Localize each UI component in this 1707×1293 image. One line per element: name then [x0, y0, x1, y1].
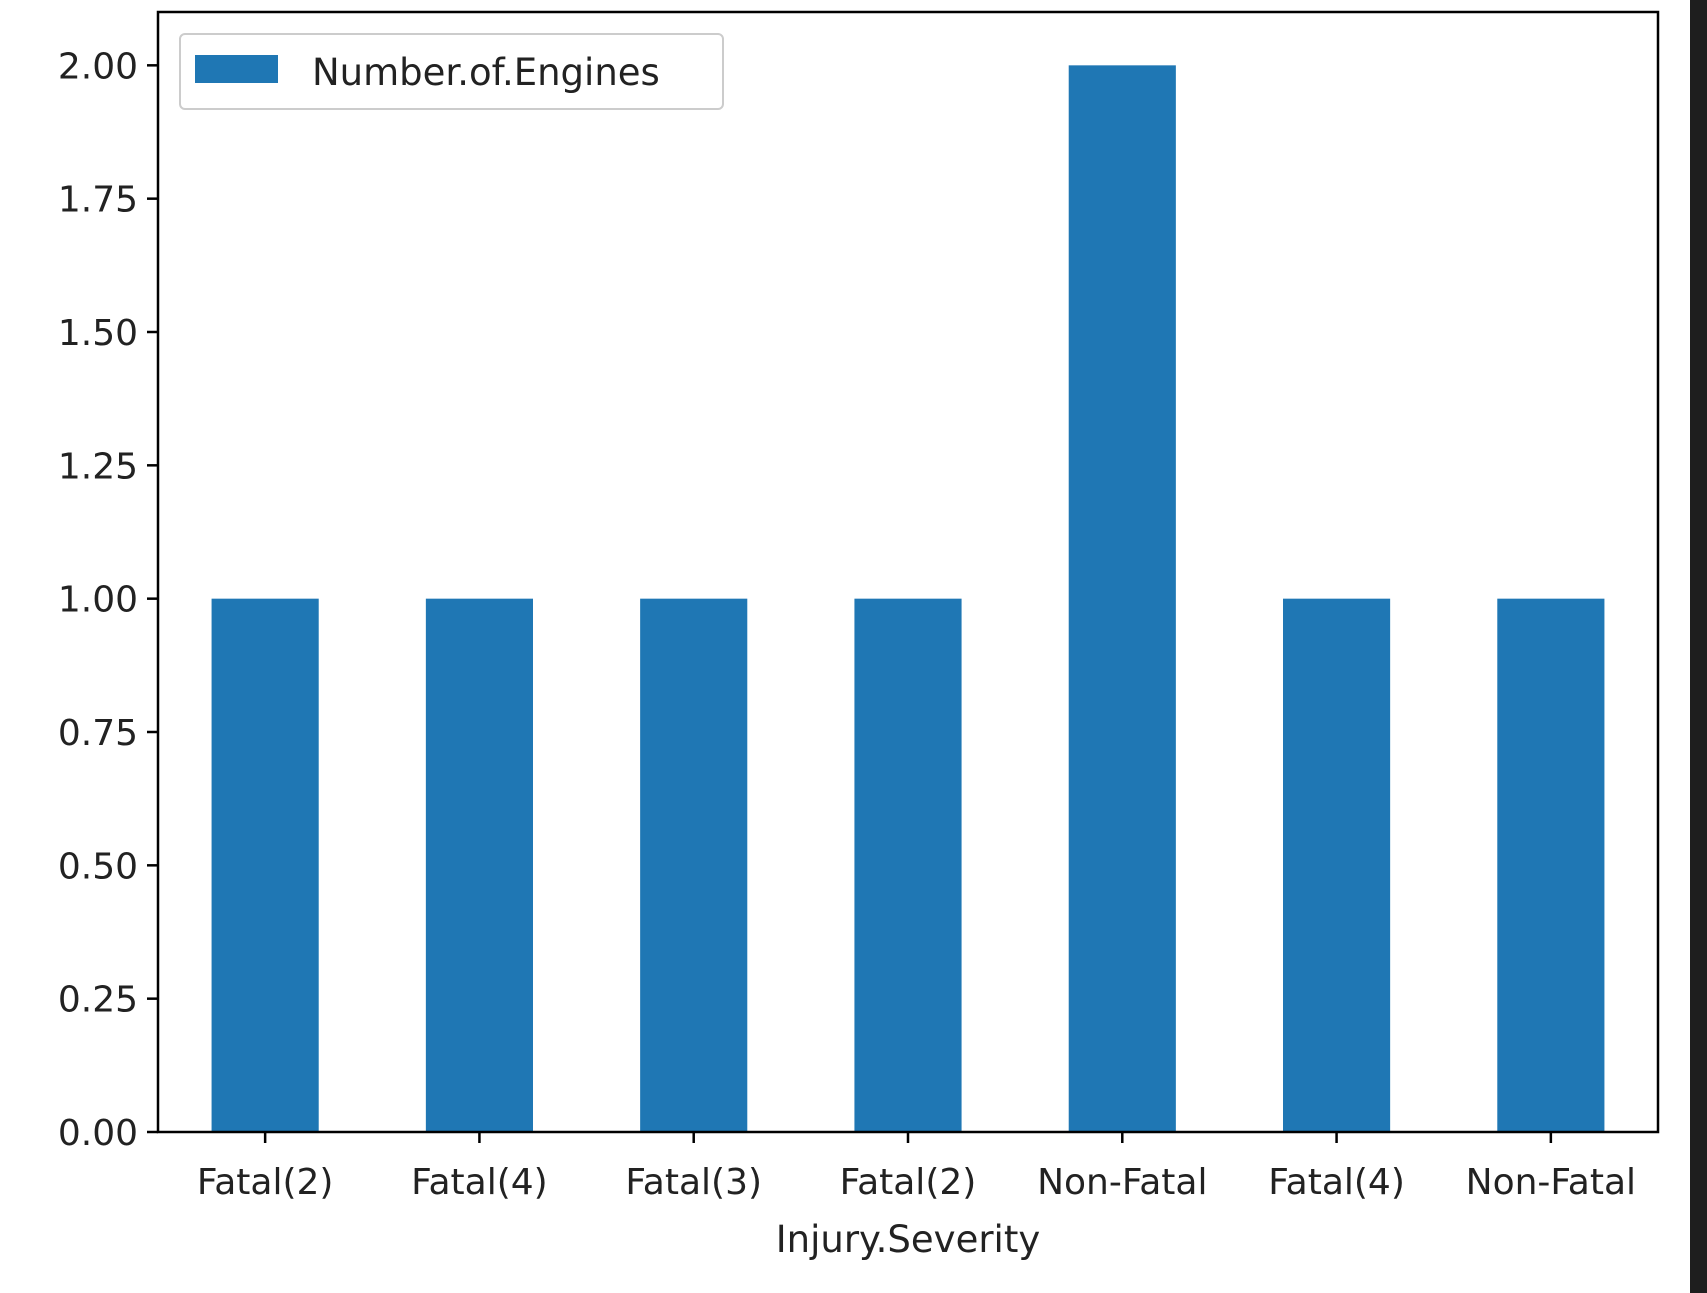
x-tick-label-4: Non-Fatal	[1037, 1162, 1207, 1203]
y-tick-label-0: 0.00	[58, 1113, 138, 1154]
x-axis-label: Injury.Severity	[776, 1218, 1041, 1261]
bar-4	[1068, 65, 1176, 1132]
y-tick-label-3: 0.75	[58, 713, 138, 754]
bar-0	[211, 598, 319, 1132]
x-tick-label-2: Fatal(3)	[625, 1162, 762, 1203]
bar-3	[854, 598, 962, 1132]
y-tick-label-6: 1.50	[58, 313, 138, 354]
y-axis: 0.00 0.25 0.50 0.75 1.00 1.25 1.50 1.75 2.00	[58, 46, 158, 1154]
y-tick-label-8: 2.00	[58, 46, 138, 87]
x-axis: Fatal(2) Fatal(4) Fatal(3) Fatal(2) Non-Fata…	[197, 1132, 1636, 1203]
y-tick-label-1: 0.25	[58, 980, 138, 1021]
y-tick-label-2: 0.50	[58, 846, 138, 887]
legend-label: Number.of.Engines	[312, 51, 660, 94]
bar-6	[1497, 598, 1605, 1132]
bar-1	[425, 598, 533, 1132]
x-tick-label-5: Fatal(4)	[1268, 1162, 1405, 1203]
x-tick-label-6: Non-Fatal	[1466, 1162, 1636, 1203]
legend-box	[179, 33, 724, 110]
y-tick-label-4: 1.00	[58, 580, 138, 621]
y-tick-label-5: 1.25	[58, 446, 138, 487]
x-tick-label-1: Fatal(4)	[411, 1162, 548, 1203]
legend: Number.of.Engines	[179, 33, 724, 110]
bar-2	[640, 598, 748, 1132]
x-tick-label-0: Fatal(2)	[197, 1162, 334, 1203]
legend-swatch	[195, 55, 278, 83]
y-tick-label-7: 1.75	[58, 180, 138, 221]
x-tick-label-3: Fatal(2)	[840, 1162, 977, 1203]
bars-group	[211, 65, 1605, 1132]
bar-5	[1283, 598, 1391, 1132]
